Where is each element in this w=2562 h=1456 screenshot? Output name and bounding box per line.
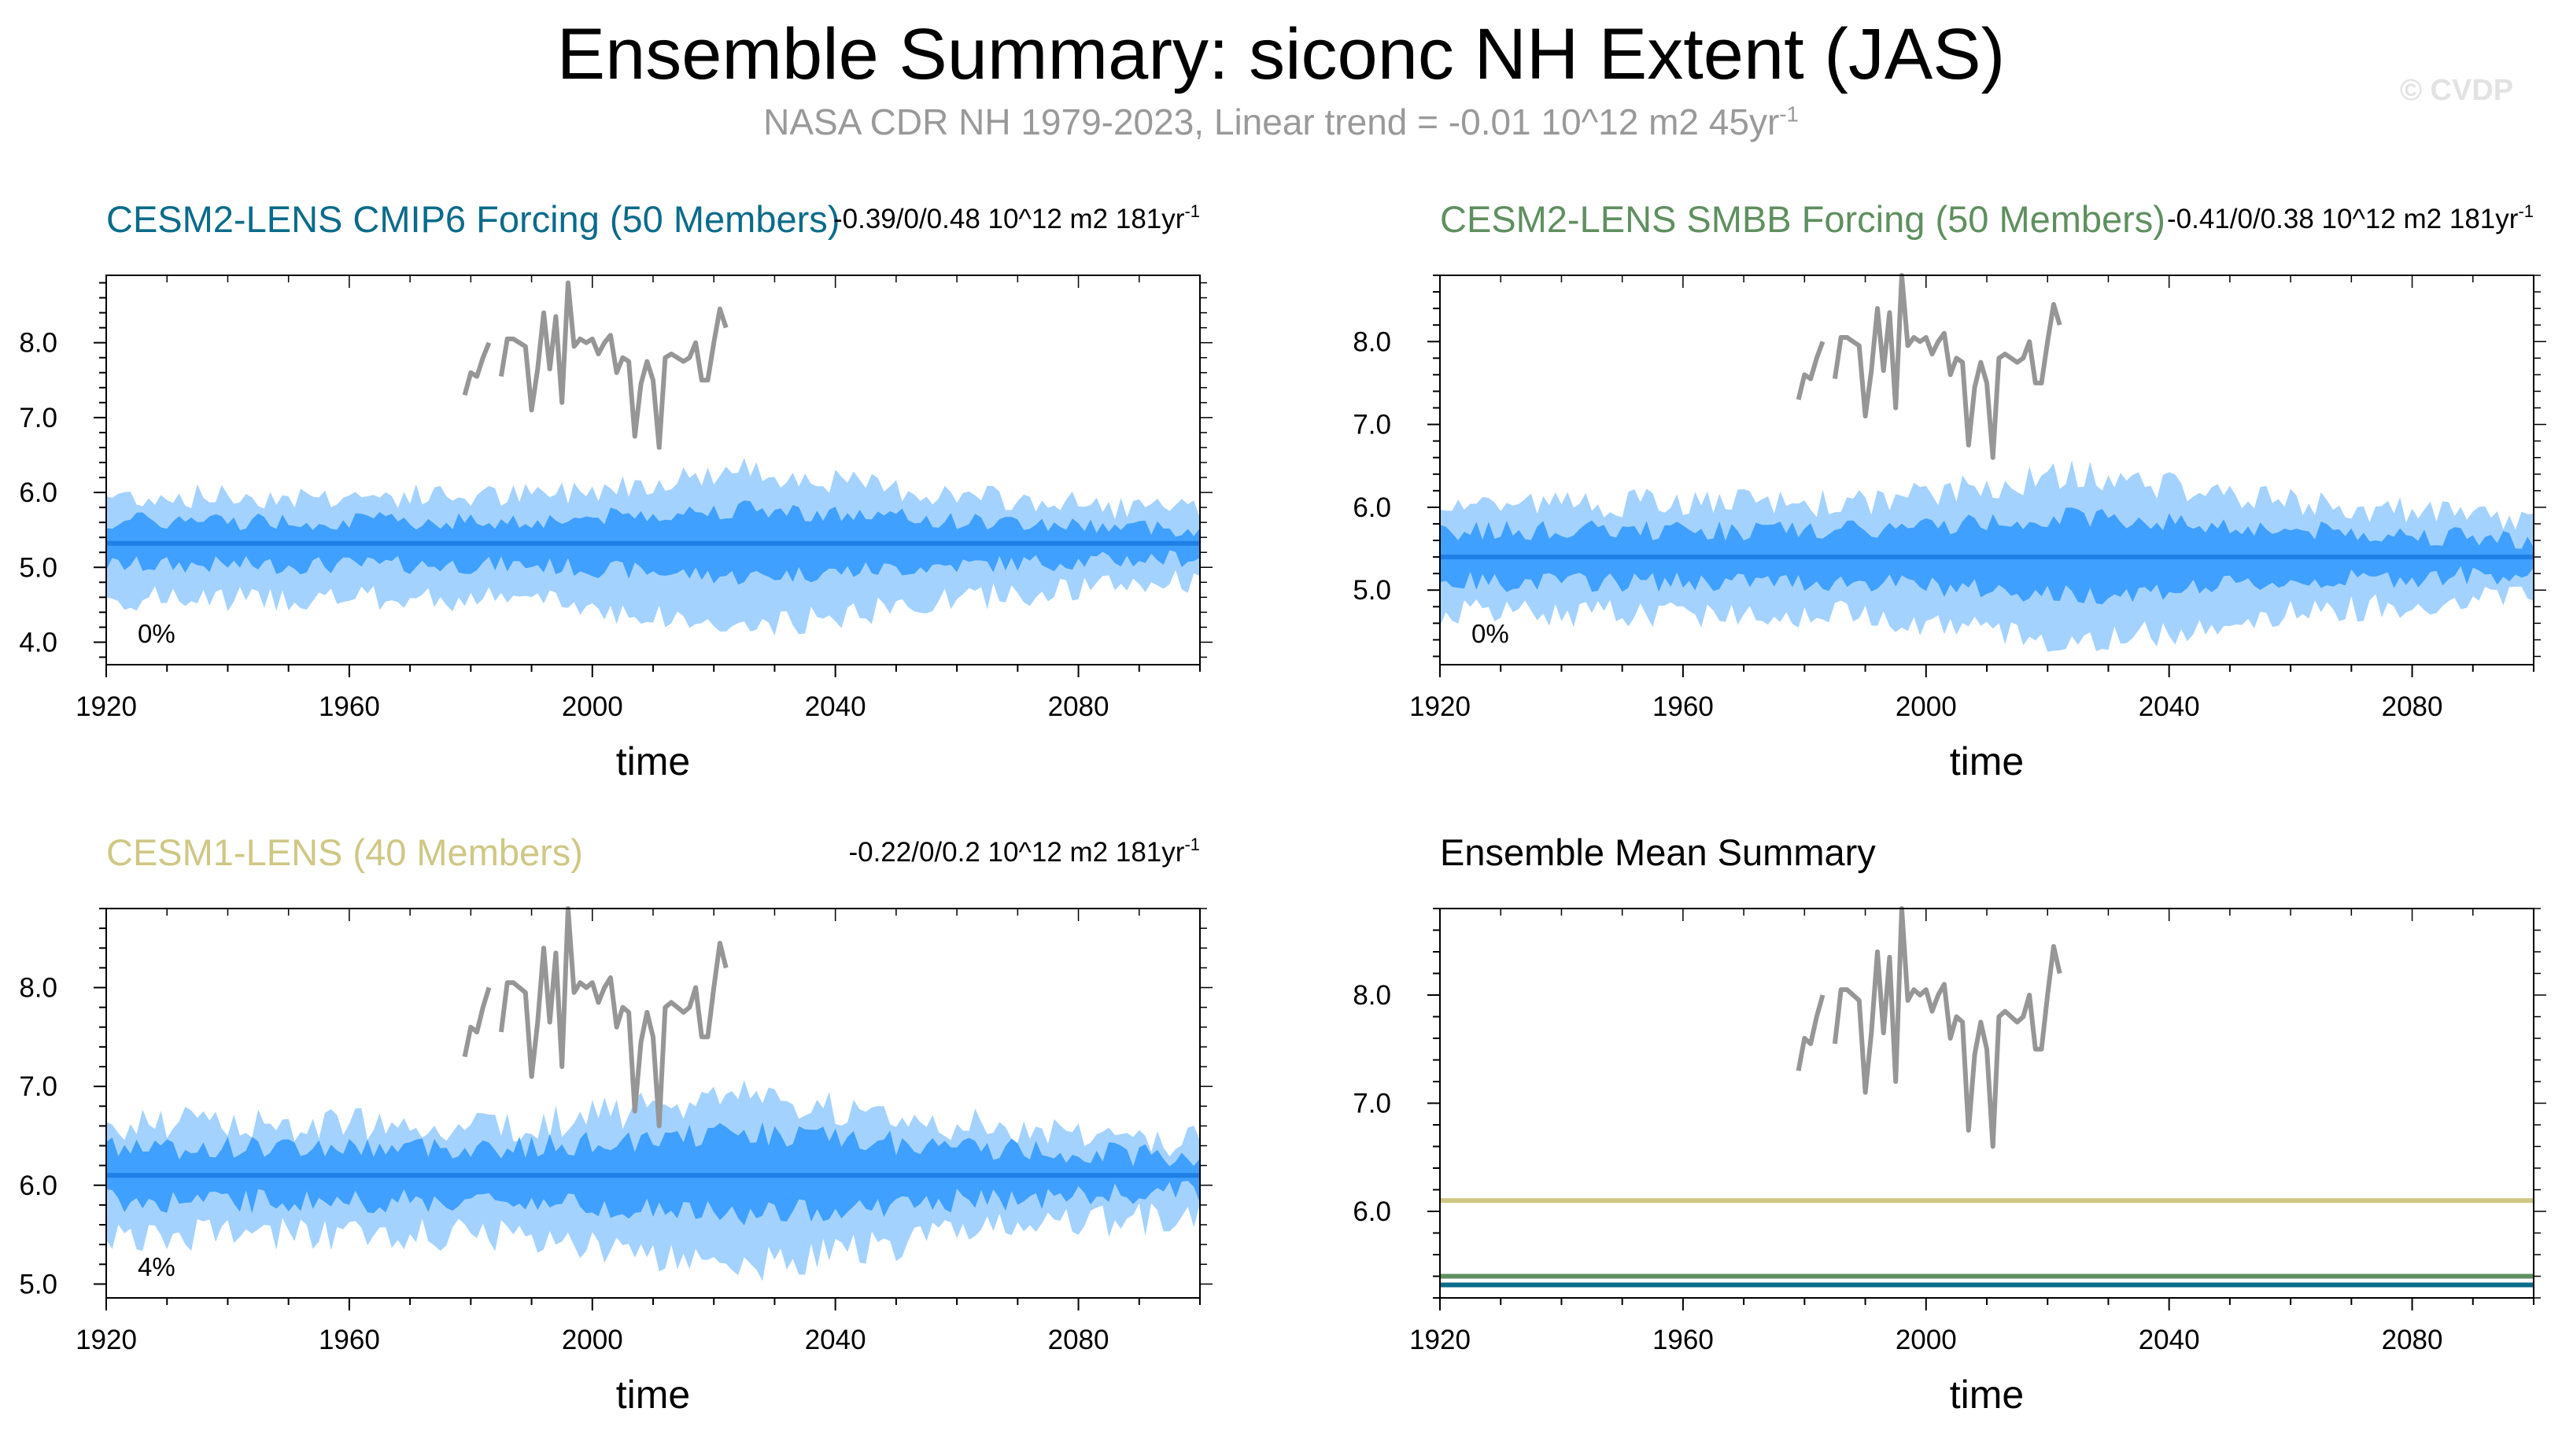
plot-frame — [1439, 908, 2534, 1299]
panel-4: Ensemble Mean Summary 1920 1960 2000 2040 208… — [1353, 831, 2546, 1417]
x-tick-label: 2040 — [2139, 1325, 2200, 1355]
subtitle-text: NASA CDR NH 1979-2023, Linear trend = -0… — [763, 101, 1780, 142]
x-tick-label: 2040 — [805, 1325, 866, 1355]
percent-label: 4% — [138, 1252, 175, 1281]
y-tick-label: 6.0 — [19, 1170, 57, 1201]
x-tick-label: 2040 — [2139, 691, 2200, 722]
panel-title: CESM1-LENS (40 Members) — [106, 831, 583, 873]
y-tick-label: 6.0 — [1353, 492, 1391, 523]
x-tick-label: 1960 — [1652, 1325, 1714, 1355]
y-tick-label: 7.0 — [19, 1071, 57, 1102]
x-axis-title: time — [1950, 1373, 2024, 1417]
trend-stats-exponent: -1 — [2518, 201, 2534, 221]
y-tick-label: 7.0 — [1353, 1089, 1391, 1119]
panel-1: CESM2-LENS CMIP6 Forcing (50 Members)-0.… — [19, 198, 1213, 783]
y-tick-label: 5.0 — [19, 552, 57, 583]
panel-title: CESM2-LENS SMBB Forcing (50 Members) — [1440, 198, 2165, 240]
y-tick-label: 4.0 — [19, 627, 57, 658]
panel-title: Ensemble Mean Summary — [1440, 831, 1876, 873]
y-tick-label: 5.0 — [1353, 575, 1391, 606]
panel-2: CESM2-LENS SMBB Forcing (50 Members) -0.4… — [1353, 198, 2546, 783]
y-tick-label: 5.0 — [19, 1269, 57, 1299]
x-tick-label: 2000 — [562, 1325, 623, 1355]
x-tick-label: 1960 — [319, 1325, 380, 1355]
percent-label: 0% — [1471, 619, 1509, 648]
y-tick-label: 8.0 — [19, 328, 57, 359]
observations-line — [1796, 906, 2062, 1149]
subtitle-exponent: -1 — [1779, 101, 1799, 127]
observations-line — [1796, 273, 2062, 460]
x-tick-label: 2000 — [562, 691, 623, 722]
panel-title: CESM2-LENS CMIP6 Forcing (50 Members) — [106, 198, 840, 240]
figure-subtitle: NASA CDR NH 1979-2023, Linear trend = -0… — [0, 101, 2562, 143]
x-tick-label: 2080 — [1048, 691, 1109, 722]
y-tick-label: 8.0 — [1353, 326, 1391, 357]
x-axis-title: time — [616, 739, 690, 783]
panel-trend-stats: -0.39/0/0.48 10^12 m2 181yr-1 — [833, 201, 1200, 234]
x-tick-label: 1920 — [1409, 1325, 1471, 1355]
trend-stats-text: -0.22/0/0.2 10^12 m2 181yr — [848, 837, 1184, 868]
y-tick-label: 7.0 — [1353, 410, 1391, 440]
percent-label: 0% — [138, 619, 175, 648]
cvdp-watermark: © CVDP — [2400, 74, 2514, 107]
observations-line — [462, 906, 729, 1129]
x-axis-title: time — [616, 1373, 690, 1417]
x-tick-label: 2000 — [1896, 691, 1957, 722]
y-tick-label: 6.0 — [19, 477, 57, 508]
x-tick-label: 1960 — [1652, 691, 1714, 722]
trend-stats-exponent: -1 — [1184, 835, 1200, 854]
observations-line — [462, 280, 729, 450]
y-tick-label: 8.0 — [1353, 980, 1391, 1011]
trend-stats-text: -0.41/0/0.38 10^12 m2 181yr — [2167, 204, 2519, 234]
x-tick-label: 2080 — [1048, 1325, 1109, 1355]
x-tick-label: 1920 — [76, 691, 137, 722]
x-tick-label: 1920 — [76, 1325, 137, 1355]
x-tick-label: 1920 — [1409, 691, 1471, 722]
x-tick-label: 2000 — [1896, 1325, 1957, 1355]
x-tick-label: 2080 — [2382, 691, 2443, 722]
panel-trend-stats: -0.22/0/0.2 10^12 m2 181yr-1 — [848, 835, 1200, 868]
panel-trend-stats: -0.41/0/0.38 10^12 m2 181yr-1 — [2167, 201, 2534, 234]
y-tick-label: 7.0 — [19, 403, 57, 433]
x-tick-label: 2080 — [2382, 1325, 2443, 1355]
x-tick-label: 1960 — [319, 691, 380, 722]
x-tick-label: 2040 — [805, 691, 866, 722]
panel-3: CESM1-LENS (40 Members) -0.22/0/0.2 10^12… — [19, 831, 1213, 1417]
y-tick-label: 8.0 — [19, 973, 57, 1004]
figure-title: Ensemble Summary: siconc NH Extent (JAS) — [556, 14, 2006, 94]
trend-stats-text: -0.39/0/0.48 10^12 m2 181yr — [833, 204, 1185, 234]
y-tick-label: 6.0 — [1353, 1196, 1391, 1227]
trend-stats-exponent: -1 — [1184, 201, 1200, 221]
x-axis-title: time — [1950, 739, 2024, 783]
